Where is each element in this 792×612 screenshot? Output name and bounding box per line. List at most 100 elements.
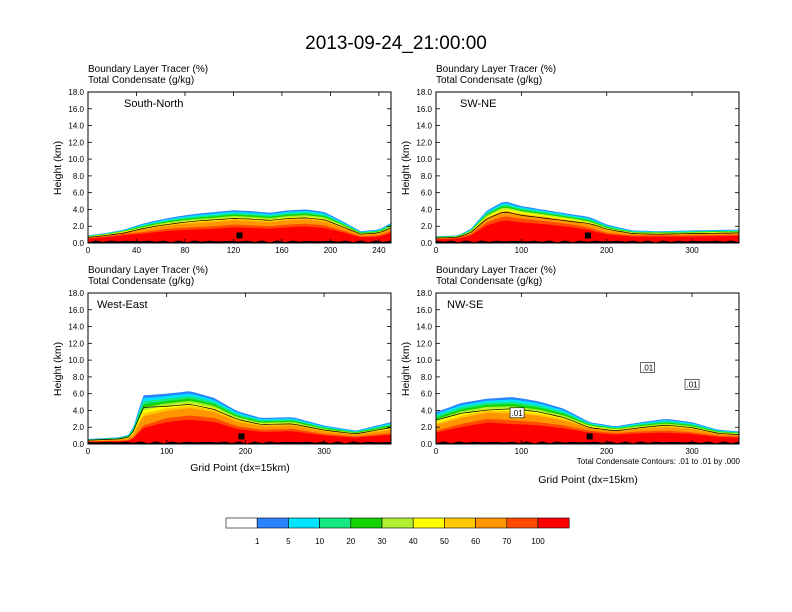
ytick-label-west-east: 0.0: [73, 440, 85, 449]
xtick-label-nw-se: 300: [685, 447, 699, 456]
terrain-sw-ne: [436, 240, 739, 243]
panel-west-east-xlabel: Grid Point (dx=15km): [190, 462, 290, 474]
terrain-nw-se: [436, 441, 739, 444]
condensate-contour-sw-ne: [436, 211, 739, 239]
xtick-label-west-east: 0: [86, 447, 91, 456]
ytick-label-west-east: 12.0: [68, 339, 84, 348]
ytick-label-west-east: 14.0: [68, 323, 84, 332]
colorbar-swatch: [381, 517, 414, 529]
colorbar-label: 1: [255, 537, 260, 546]
panel-sw-ne-tracer-subtitle: Boundary Layer Tracer (%): [436, 64, 556, 75]
ytick-label-nw-se: 6.0: [421, 390, 433, 399]
panel-nw-se: Boundary Layer Tracer (%) Total Condensa…: [400, 265, 741, 486]
colorbar-label: 50: [440, 537, 449, 546]
panel-sw-ne: Boundary Layer Tracer (%) Total Condensa…: [400, 64, 740, 255]
ytick-label-south-north: 8.0: [73, 172, 85, 181]
tracer-band-west-east-10: [88, 419, 391, 444]
axes-frame-sw-ne: [435, 91, 740, 244]
colorbar-swatch: [288, 517, 320, 529]
condensate-contour-west-east: [88, 404, 391, 441]
colorbar-swatch: [225, 517, 258, 529]
xtick-label-sw-ne: 0: [434, 246, 439, 255]
ytick-label-south-north: 6.0: [73, 189, 85, 198]
ytick-label-sw-ne: 2.0: [421, 222, 433, 231]
ytick-label-south-north: 0.0: [73, 239, 85, 248]
panel-south-north-condensate-subtitle: Total Condensate (g/kg): [88, 75, 194, 86]
condensate-contour-south-north: [88, 217, 391, 238]
colorbar-swatch: [444, 517, 476, 529]
xtick-label-south-north: 240: [372, 246, 386, 255]
xtick-label-south-north: 160: [275, 246, 289, 255]
ytick-label-nw-se: 2.0: [421, 423, 433, 432]
ytick-label-sw-ne: 10.0: [416, 155, 432, 164]
figure-title: 2013-09-24_21:00:00: [305, 33, 487, 54]
ytick-label-nw-se: 4.0: [421, 406, 433, 415]
contour-note: Total Condensate Contours: .01 to .01 by…: [577, 457, 741, 466]
contour-label: .01: [642, 364, 654, 373]
ytick-label-west-east: 18.0: [68, 289, 84, 298]
ytick-label-sw-ne: 12.0: [416, 138, 432, 147]
ytick-label-south-north: 4.0: [73, 205, 85, 214]
contour-label-box: [640, 362, 655, 373]
ytick-label-west-east: 4.0: [73, 406, 85, 415]
ytick-label-nw-se: 8.0: [421, 373, 433, 382]
ytick-label-west-east: 10.0: [68, 356, 84, 365]
xtick-label-nw-se: 0: [434, 447, 439, 456]
contour-label-box: [684, 378, 700, 390]
panel-nw-se-tracer-subtitle: Boundary Layer Tracer (%): [436, 265, 556, 276]
axes-frame-nw-se: [435, 292, 740, 445]
colorbar-swatch: [350, 517, 383, 529]
panel-west-east-title: West-East: [97, 299, 148, 311]
ytick-label-sw-ne: 16.0: [416, 105, 432, 114]
tracer-band-sw-ne-10: [436, 220, 739, 243]
tracer-band-nw-se-10: [436, 422, 739, 444]
xtick-label-west-east: 300: [317, 447, 331, 456]
colorbar-swatch: [319, 517, 352, 529]
panel-south-north-title: South-North: [124, 98, 183, 110]
xtick-label-west-east: 100: [160, 447, 174, 456]
colorbar-label: 20: [346, 537, 355, 546]
ytick-label-south-north: 18.0: [68, 88, 84, 97]
colorbar-swatch: [475, 517, 508, 529]
xtick-label-nw-se: 100: [515, 447, 529, 456]
xtick-label-south-north: 120: [227, 246, 241, 255]
contour-label: .01: [512, 409, 524, 418]
station-marker-nw-se: [586, 433, 593, 440]
ytick-label-nw-se: 16.0: [416, 306, 432, 315]
xtick-label-south-north: 200: [324, 246, 338, 255]
panel-south-north-tracer-subtitle: Boundary Layer Tracer (%): [88, 64, 208, 75]
xtick-label-south-north: 80: [181, 246, 190, 255]
colorbar-swatch: [506, 517, 539, 529]
axes-frame-south-north: [87, 91, 392, 244]
ytick-label-sw-ne: 8.0: [421, 172, 433, 181]
panel-west-east-ylabel: Height (km): [52, 342, 64, 396]
colorbar-swatch: [412, 517, 445, 529]
colorbar-label: 60: [471, 537, 480, 546]
panel-nw-se-condensate-subtitle: Total Condensate (g/kg): [436, 276, 542, 287]
ytick-label-south-north: 16.0: [68, 105, 84, 114]
contour-label: .01: [686, 380, 698, 389]
panel-sw-ne-ylabel: Height (km): [400, 141, 412, 195]
xtick-label-west-east: 200: [239, 447, 253, 456]
ytick-label-sw-ne: 14.0: [416, 122, 432, 131]
station-marker-south-north: [236, 232, 243, 239]
colorbar: 1 5 10 20 30 40 50 60 70 100: [225, 517, 570, 546]
colorbar-label: 70: [502, 537, 511, 546]
terrain-west-east: [88, 441, 391, 444]
condensate-contour-nw-se: [436, 408, 739, 435]
ytick-label-south-north: 14.0: [68, 122, 84, 131]
ytick-label-nw-se: 10.0: [416, 356, 432, 365]
colorbar-label: 100: [531, 537, 545, 546]
contour-label-box: [509, 407, 525, 419]
ytick-label-sw-ne: 0.0: [421, 239, 433, 248]
panel-west-east-condensate-subtitle: Total Condensate (g/kg): [88, 276, 194, 287]
panel-south-north: Boundary Layer Tracer (%) Total Condensa…: [52, 64, 392, 255]
colorbar-label: 30: [378, 537, 387, 546]
panel-south-north-ylabel: Height (km): [52, 141, 64, 195]
colorbar-swatch: [256, 517, 289, 529]
station-marker-sw-ne: [584, 232, 591, 239]
panel-sw-ne-condensate-subtitle: Total Condensate (g/kg): [436, 75, 542, 86]
ytick-label-west-east: 2.0: [73, 423, 85, 432]
ytick-label-sw-ne: 4.0: [421, 205, 433, 214]
